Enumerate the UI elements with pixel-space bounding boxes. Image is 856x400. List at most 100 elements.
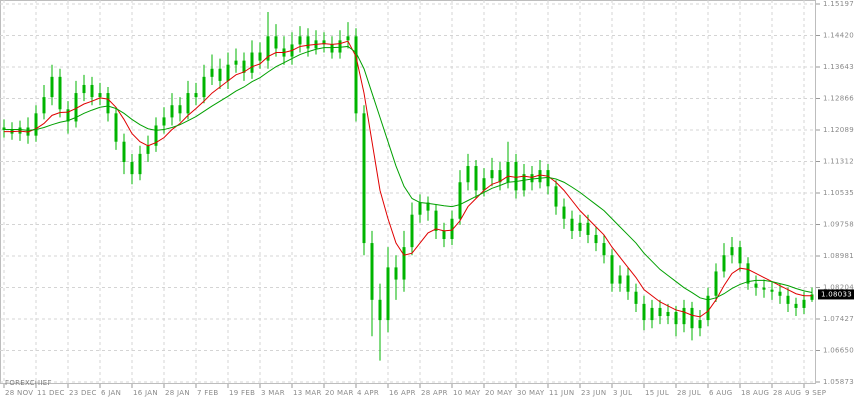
y-tick-label: 1.15197 — [823, 0, 854, 8]
y-tick-label: 1.12866 — [823, 95, 854, 103]
candle-body — [546, 170, 550, 187]
candle-body — [634, 291, 638, 304]
x-tick-label: 9 SEP — [805, 389, 826, 397]
x-tick-label: 19 FEB — [229, 389, 255, 397]
candle-body — [762, 287, 766, 290]
moving-average — [4, 45, 813, 301]
x-tick-label: 10 MAY — [453, 389, 481, 397]
x-tick-label: 6 AUG — [709, 389, 733, 397]
candle-body — [770, 289, 774, 292]
candle-body — [690, 307, 694, 329]
candle-body — [130, 161, 134, 175]
candle-body — [506, 161, 510, 183]
x-tick-label: 28 AUG — [773, 389, 801, 397]
candle-body — [402, 247, 406, 280]
candle-body — [82, 84, 86, 94]
x-tick-label: 3 MAR — [261, 389, 285, 397]
candle-body — [658, 307, 662, 317]
candle-body — [258, 52, 262, 61]
candle-body — [698, 320, 702, 329]
candle-body — [186, 93, 190, 114]
y-tick-label: 1.08981 — [823, 252, 854, 260]
candle-body — [42, 97, 46, 114]
x-tick-label: 11 JUN — [549, 389, 574, 397]
candle-body — [170, 105, 174, 118]
x-tick-label: 13 MAR — [293, 389, 322, 397]
candle-body — [738, 247, 742, 264]
x-tick-label: 6 JAN — [101, 389, 121, 397]
y-tick-label: 1.08204 — [823, 284, 854, 292]
y-tick-label: 1.11312 — [823, 158, 854, 166]
candle-body — [674, 311, 678, 325]
candle-body — [242, 60, 246, 73]
watermark: FOREXCHIEF — [5, 379, 52, 387]
last-price: 1.08033 — [821, 290, 852, 298]
candle-body — [490, 170, 494, 179]
candle-body — [530, 174, 534, 183]
x-tick-label: 20 MAY — [485, 389, 513, 397]
y-tick-label: 1.10535 — [823, 189, 854, 197]
candle-body — [578, 222, 582, 231]
candle-body — [34, 113, 38, 136]
candle-body — [410, 214, 414, 248]
candle-body — [354, 36, 358, 114]
candle-body — [194, 93, 198, 98]
candle-body — [450, 218, 454, 240]
candle-body — [106, 93, 110, 114]
candle-body — [434, 210, 438, 231]
candle-body — [58, 76, 62, 110]
candle-body — [250, 52, 254, 73]
candle-body — [778, 291, 782, 296]
candle-body — [330, 44, 334, 53]
candle-body — [322, 40, 326, 45]
candle-body — [362, 113, 366, 244]
candle-body — [306, 36, 310, 49]
candle-body — [298, 36, 302, 45]
moving-average — [4, 40, 812, 318]
candle-body — [90, 84, 94, 98]
x-tick-label: 28 NOV — [5, 389, 33, 397]
x-tick-label: 15 JUL — [645, 389, 669, 397]
x-tick-label: 28 APR — [421, 389, 448, 397]
candle-body — [642, 303, 646, 321]
candle-body — [386, 267, 390, 321]
candle-body — [610, 255, 614, 284]
x-tick-label: 23 DEC — [69, 389, 97, 397]
candle-body — [426, 202, 430, 211]
candle-body — [562, 206, 566, 219]
candle-body — [810, 294, 814, 300]
y-tick-label: 1.09758 — [823, 221, 854, 229]
x-tick-label: 18 AUG — [741, 389, 769, 397]
x-tick-label: 7 FEB — [197, 389, 218, 397]
candle-body — [266, 36, 270, 61]
candle-body — [666, 311, 670, 317]
candle-body — [706, 295, 710, 321]
candle-body — [554, 186, 558, 207]
candle-body — [370, 243, 374, 300]
candle-body — [746, 263, 750, 284]
candle-body — [2, 127, 6, 130]
y-tick-label: 1.05873 — [823, 378, 854, 386]
candle-body — [418, 202, 422, 215]
candle-body — [122, 141, 126, 162]
candle-body — [754, 283, 758, 288]
candle-body — [618, 275, 622, 284]
candle-body — [602, 243, 606, 256]
candle-body — [802, 299, 806, 308]
x-tick-label: 4 APR — [357, 389, 379, 397]
x-tick-label: 28 JUL — [677, 389, 701, 397]
candle-body — [498, 170, 502, 183]
plot-frame — [0, 0, 816, 384]
candle-body — [482, 178, 486, 191]
candle-body — [338, 40, 342, 53]
candle-body — [178, 105, 182, 114]
candle-body — [114, 113, 118, 142]
candle-body — [714, 271, 718, 296]
candle-body — [522, 174, 526, 191]
x-tick-label: 20 MAR — [325, 389, 354, 397]
candle-body — [730, 247, 734, 256]
candle-body — [474, 166, 478, 191]
candle-body — [226, 64, 230, 81]
candle-body — [458, 182, 462, 219]
